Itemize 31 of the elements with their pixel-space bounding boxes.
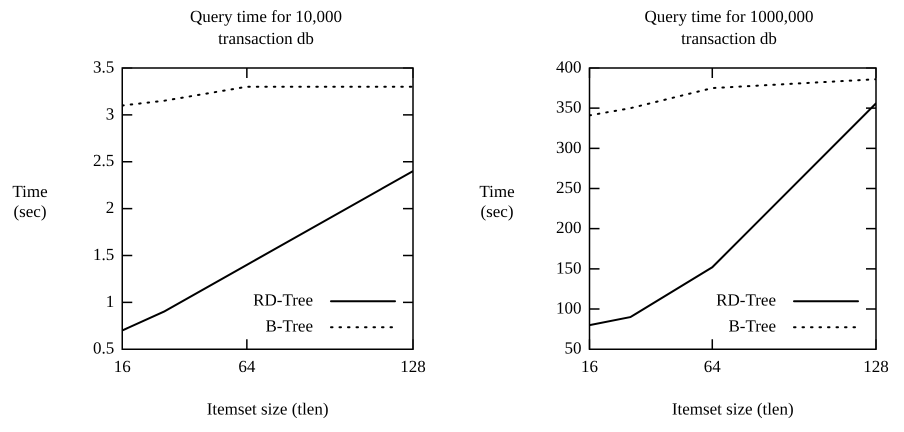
y-tick-label: 0.5 <box>93 338 114 358</box>
y-tick-label: 1 <box>106 292 114 311</box>
x-axis-title: Itemset size (tlen) <box>672 399 794 418</box>
legend-label: RD-Tree <box>253 290 313 310</box>
y-tick-label: 100 <box>556 298 582 318</box>
legend-label: B-Tree <box>265 316 313 336</box>
y-tick-label: 350 <box>556 98 582 117</box>
x-tick-label: 16 <box>581 356 598 376</box>
y-axis-title: Time (sec) <box>11 182 49 222</box>
x-tick-label: 64 <box>238 356 256 376</box>
y-tick-label: 300 <box>556 138 582 157</box>
x-tick-label: 64 <box>704 356 722 376</box>
x-tick-label: 16 <box>114 356 131 376</box>
y-tick-label: 2.5 <box>93 151 114 170</box>
y-tick-label: 400 <box>556 57 582 76</box>
y-tick-label: 3.5 <box>93 57 114 76</box>
y-tick-label: 2 <box>106 198 114 218</box>
chart-title: Query time for 10,000 transaction db <box>188 6 344 50</box>
y-axis-title: Time (sec) <box>478 182 516 222</box>
y-tick-label: 1.5 <box>93 244 114 264</box>
x-axis-title: Itemset size (tlen) <box>206 399 329 418</box>
x-tick-label: 128 <box>400 356 426 376</box>
chart-title: Query time for 1000,000 transaction db <box>643 6 815 50</box>
y-tick-label: 150 <box>556 258 582 278</box>
legend-label: RD-Tree <box>716 290 776 310</box>
y-tick-label: 200 <box>556 218 582 238</box>
y-tick-label: 250 <box>556 178 582 197</box>
y-tick-label: 3 <box>106 104 114 124</box>
y-tick-label: 50 <box>564 338 582 358</box>
legend-label: B-Tree <box>728 316 776 336</box>
x-tick-label: 128 <box>863 356 889 376</box>
